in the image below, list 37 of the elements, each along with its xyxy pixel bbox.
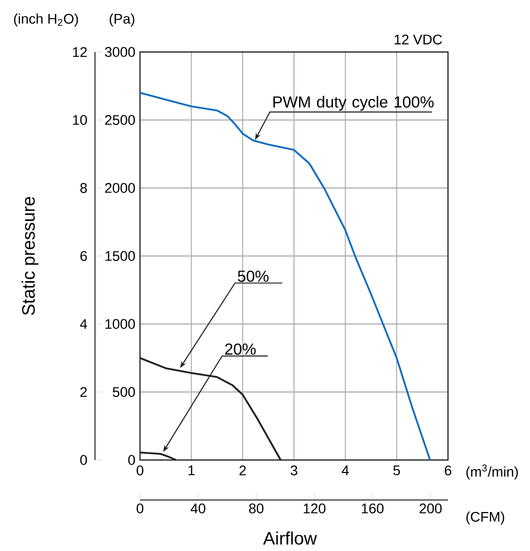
chart-title: 12 VDC	[394, 34, 442, 44]
x-tick-label: 1	[188, 466, 195, 476]
x2-tick-label: 0	[136, 504, 144, 514]
y2-tick-label: 2500	[105, 115, 135, 125]
y2-axis-title: (Pa)	[110, 13, 134, 26]
text: PWM duty cycle 100%	[273, 96, 434, 111]
x2-tick-label: 40	[190, 504, 206, 514]
x-tick-label: 3	[290, 466, 298, 476]
y2-tick-label: 3000	[104, 47, 135, 57]
x-tick-label: 5	[393, 466, 400, 476]
y-tick-label: 2	[80, 387, 87, 397]
x-axis-title: Airflow	[263, 532, 317, 545]
x2-tick-label: 160	[362, 504, 384, 514]
x2-tick-label: 80	[249, 504, 264, 514]
y-tick-label: 4	[80, 319, 88, 329]
text: 50%	[238, 270, 269, 282]
x2-axis-title: (CFM)	[466, 512, 504, 524]
y2-tick-label: 500	[112, 387, 135, 397]
y-axis-title: Static pressure	[22, 197, 38, 315]
x-tick-label: 2	[239, 466, 246, 476]
y-tick-label: 12	[73, 47, 87, 57]
x-tick-label: 0	[136, 466, 144, 476]
x-tick-label: 6	[444, 466, 452, 476]
x2-tick-label: 120	[304, 504, 326, 514]
y-tick-label: 8	[80, 183, 87, 193]
y2-tick-label: 0	[128, 455, 135, 465]
y-tick-label: 10	[73, 115, 87, 125]
text: (m$^{3}$/min)	[466, 464, 518, 480]
text: 20%	[225, 343, 256, 355]
text: (inch H$_{2}$O)	[14, 13, 78, 26]
y-tick-label: 0	[80, 455, 87, 465]
x2-tick-label: 200	[420, 504, 442, 514]
y2-tick-label: 2000	[105, 183, 135, 193]
x-tick-label: 4	[342, 466, 349, 476]
y2-tick-label: 1500	[106, 251, 135, 261]
y2-tick-label: 1000	[106, 319, 135, 329]
y-tick-label: 6	[80, 251, 87, 261]
